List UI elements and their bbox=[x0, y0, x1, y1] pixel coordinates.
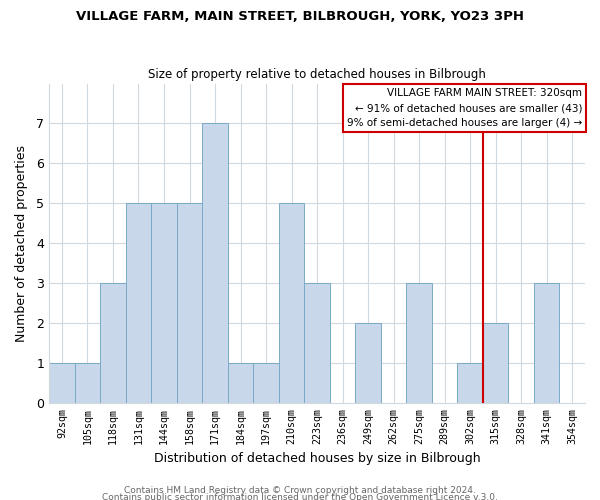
X-axis label: Distribution of detached houses by size in Bilbrough: Distribution of detached houses by size … bbox=[154, 452, 481, 465]
Text: Contains public sector information licensed under the Open Government Licence v.: Contains public sector information licen… bbox=[102, 494, 498, 500]
Bar bbox=[355, 323, 381, 403]
Bar bbox=[202, 124, 228, 403]
Bar bbox=[151, 204, 177, 403]
Bar bbox=[457, 363, 483, 403]
Bar bbox=[49, 363, 75, 403]
Text: VILLAGE FARM, MAIN STREET, BILBROUGH, YORK, YO23 3PH: VILLAGE FARM, MAIN STREET, BILBROUGH, YO… bbox=[76, 10, 524, 23]
Bar bbox=[75, 363, 100, 403]
Bar bbox=[406, 283, 432, 403]
Text: Contains HM Land Registry data © Crown copyright and database right 2024.: Contains HM Land Registry data © Crown c… bbox=[124, 486, 476, 495]
Bar bbox=[534, 283, 559, 403]
Y-axis label: Number of detached properties: Number of detached properties bbox=[15, 144, 28, 342]
Bar bbox=[279, 204, 304, 403]
Bar bbox=[483, 323, 508, 403]
Bar bbox=[100, 283, 126, 403]
Bar bbox=[228, 363, 253, 403]
Bar bbox=[304, 283, 330, 403]
Bar bbox=[177, 204, 202, 403]
Title: Size of property relative to detached houses in Bilbrough: Size of property relative to detached ho… bbox=[148, 68, 486, 81]
Bar bbox=[126, 204, 151, 403]
Bar bbox=[253, 363, 279, 403]
Text: VILLAGE FARM MAIN STREET: 320sqm
← 91% of detached houses are smaller (43)
9% of: VILLAGE FARM MAIN STREET: 320sqm ← 91% o… bbox=[347, 88, 583, 128]
